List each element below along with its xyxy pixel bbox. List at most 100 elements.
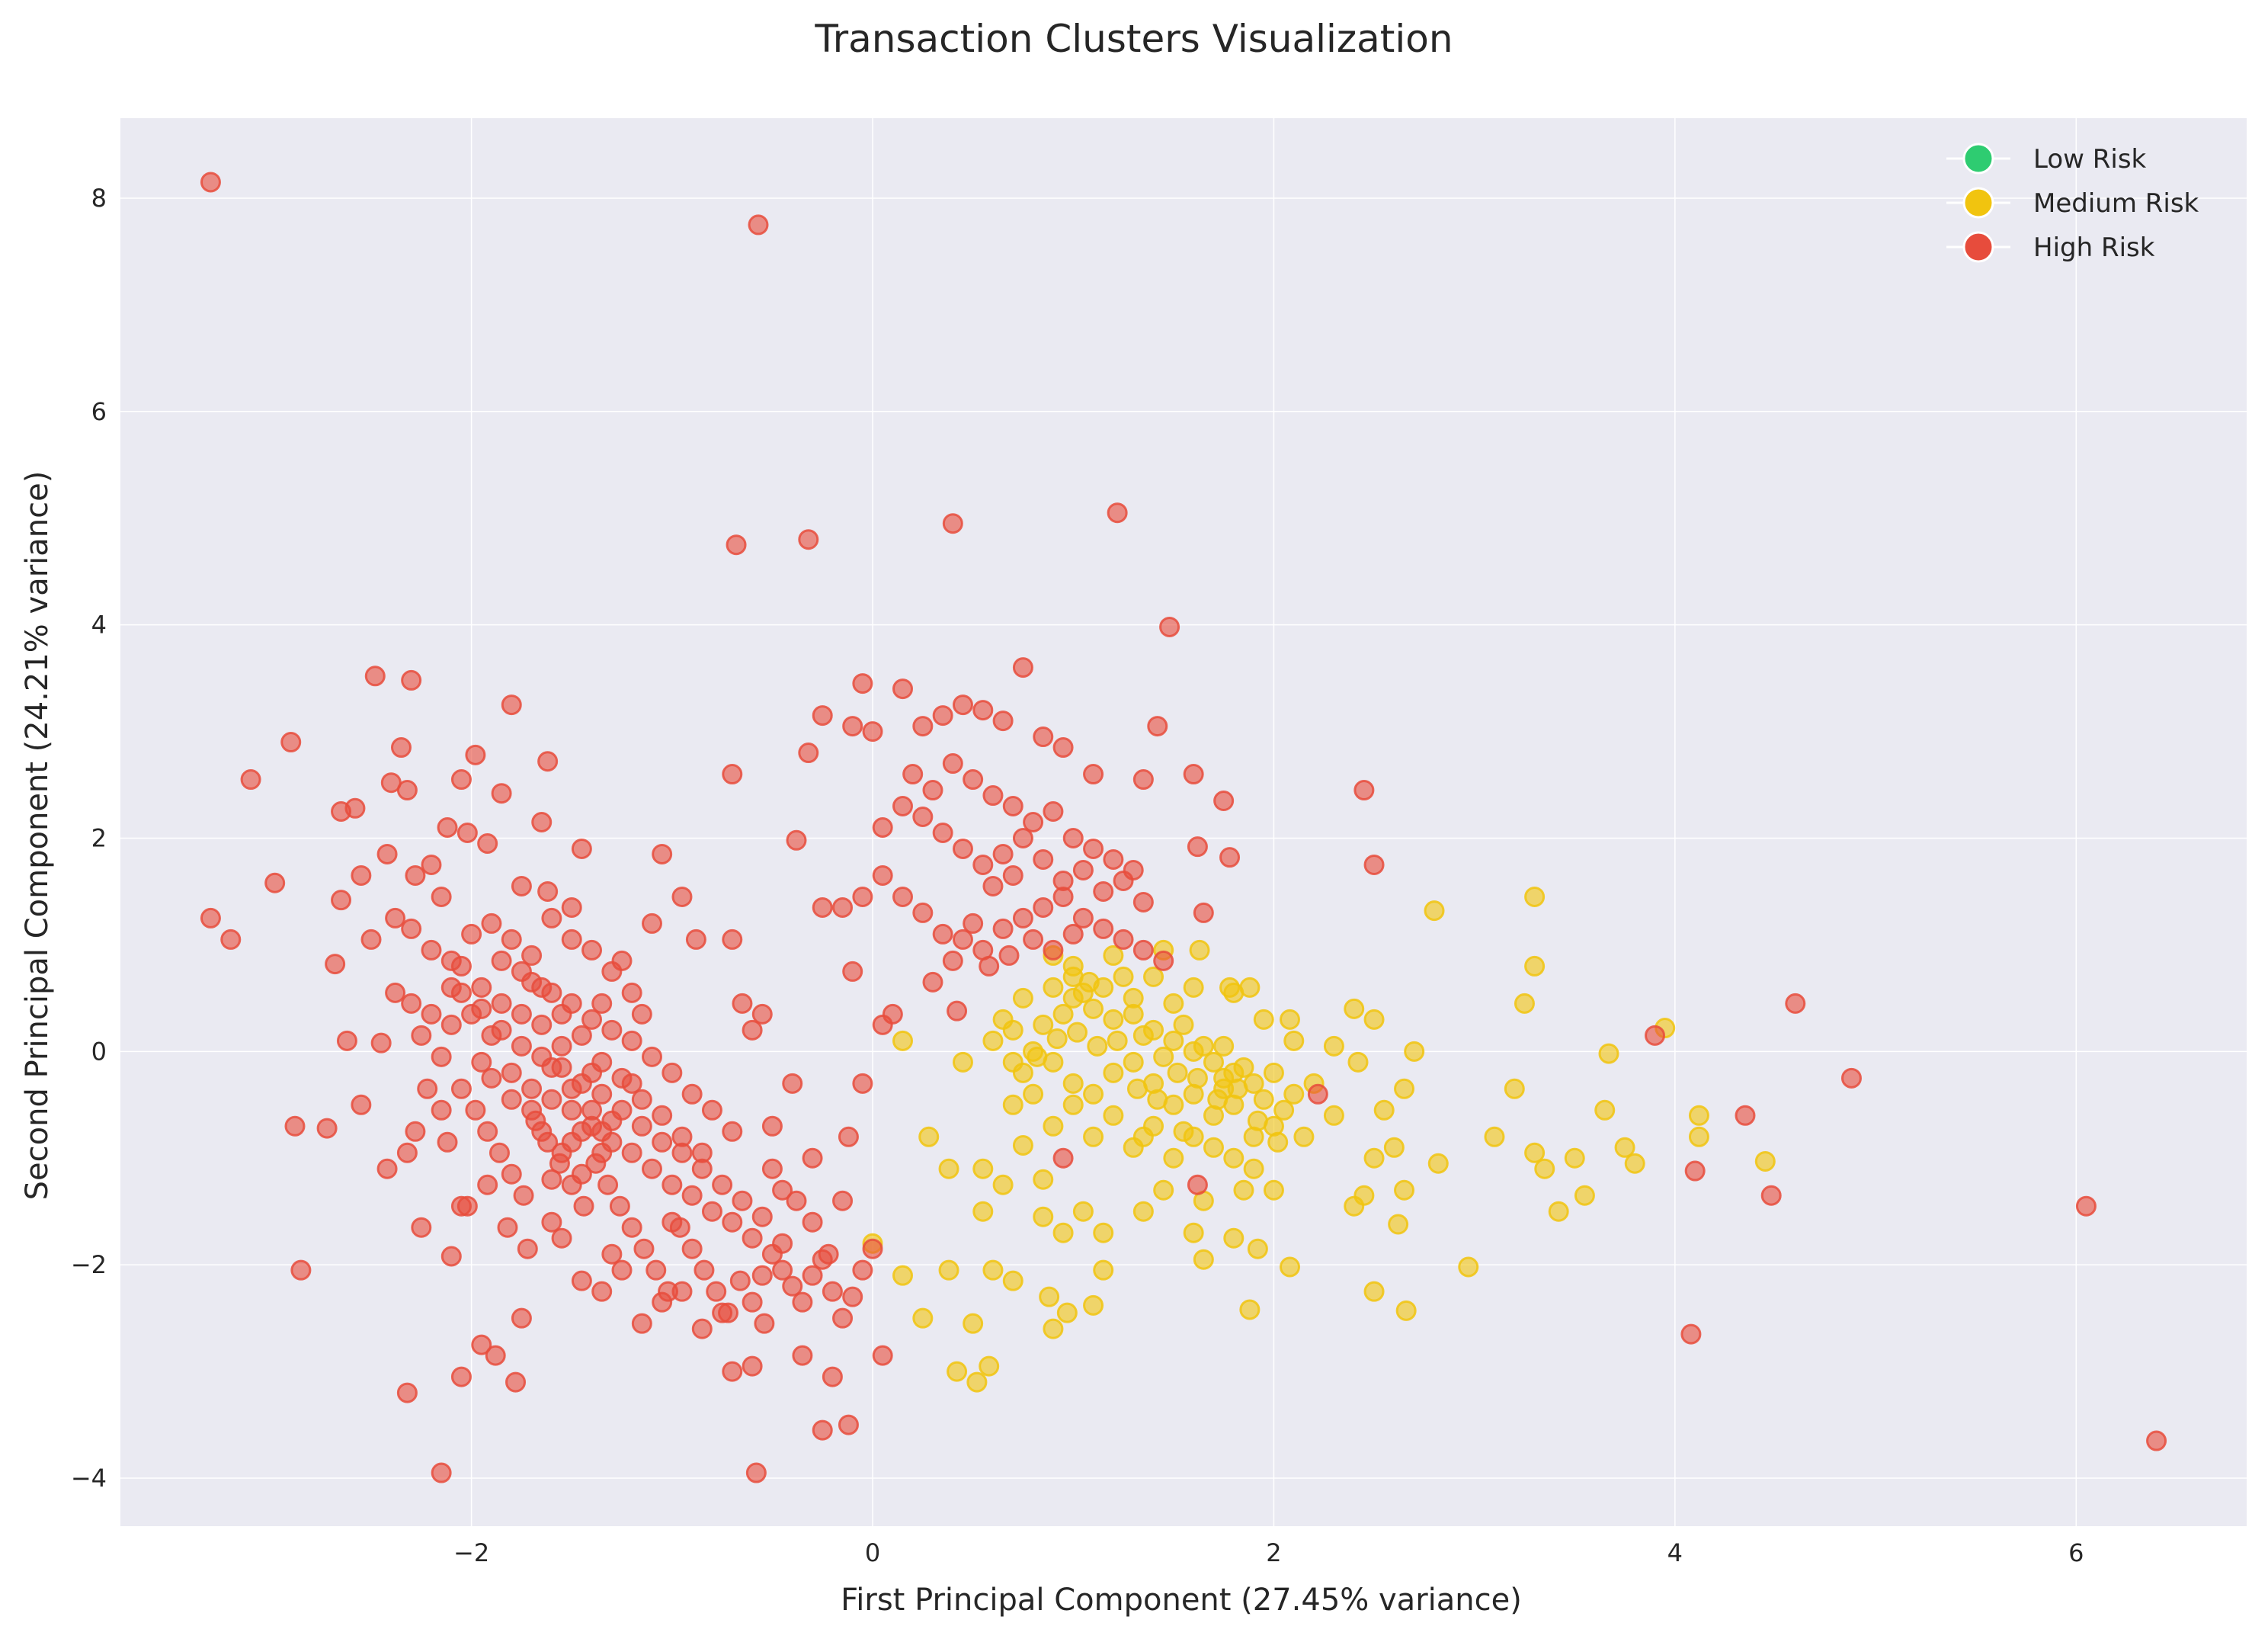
high-risk-point xyxy=(405,864,426,886)
high-risk-point xyxy=(417,1078,438,1099)
medium-risk-point xyxy=(1107,1030,1128,1051)
high-risk-point xyxy=(450,955,472,977)
high-risk-point xyxy=(491,950,512,971)
high-risk-point xyxy=(1187,836,1208,858)
high-risk-point xyxy=(571,1121,592,1142)
high-risk-point xyxy=(912,716,934,737)
high-risk-point xyxy=(431,886,452,907)
high-risk-point xyxy=(541,1089,562,1110)
high-risk-point xyxy=(761,1115,783,1137)
high-risk-point xyxy=(501,1089,522,1110)
high-risk-point xyxy=(1760,1185,1782,1206)
high-risk-point xyxy=(1033,848,1054,870)
high-risk-point xyxy=(642,913,662,934)
medium-risk-point xyxy=(1239,1299,1261,1320)
medium-risk-point xyxy=(1002,1270,1023,1291)
high-risk-point xyxy=(396,780,418,801)
high-risk-point xyxy=(537,751,559,772)
high-risk-point xyxy=(972,700,994,721)
medium-risk-point xyxy=(1103,1062,1124,1083)
high-risk-point xyxy=(992,710,1014,732)
medium-risk-point xyxy=(1147,1089,1168,1110)
medium-risk-point xyxy=(1514,993,1535,1014)
high-risk-point xyxy=(561,1078,582,1099)
medium-risk-point xyxy=(1039,1286,1060,1307)
y-tick-label: 8 xyxy=(91,184,107,213)
high-risk-point xyxy=(998,945,1020,966)
high-risk-point xyxy=(465,1099,486,1121)
high-risk-point xyxy=(1052,1147,1074,1169)
medium-risk-point xyxy=(1524,1142,1546,1163)
x-tick-label: 4 xyxy=(1667,1538,1683,1567)
high-risk-point xyxy=(772,1233,793,1254)
medium-risk-point xyxy=(1524,886,1546,907)
medium-risk-point xyxy=(1046,1028,1068,1050)
high-risk-point xyxy=(712,1302,733,1323)
high-risk-point xyxy=(772,1259,793,1281)
medium-risk-point xyxy=(1123,1051,1144,1073)
high-risk-point xyxy=(691,1318,713,1339)
medium-risk-point xyxy=(1132,1126,1154,1147)
high-risk-point xyxy=(786,1190,807,1211)
medium-risk-point xyxy=(966,1371,988,1393)
medium-risk-point xyxy=(1087,1035,1108,1057)
high-risk-point xyxy=(421,939,442,961)
medium-risk-point xyxy=(1373,1099,1395,1121)
high-risk-point xyxy=(396,1142,418,1163)
high-risk-point xyxy=(922,971,943,993)
high-risk-point xyxy=(838,1126,859,1147)
high-risk-point xyxy=(631,1313,652,1334)
high-risk-point xyxy=(450,1078,472,1099)
high-risk-point xyxy=(1219,847,1241,868)
high-risk-point xyxy=(633,1238,655,1259)
high-risk-point xyxy=(561,896,582,918)
high-risk-point xyxy=(1187,1174,1208,1195)
high-risk-point xyxy=(2075,1195,2097,1217)
high-risk-point xyxy=(1043,939,1064,961)
high-risk-point xyxy=(748,214,769,236)
high-risk-point xyxy=(1072,907,1094,929)
high-risk-point xyxy=(1213,791,1235,812)
medium-risk-point xyxy=(1153,1179,1174,1201)
legend: Low Risk Medium Risk High Risk xyxy=(1946,143,2199,263)
high-risk-point xyxy=(501,694,522,716)
medium-risk-point xyxy=(1023,1083,1044,1105)
high-risk-point xyxy=(662,1211,683,1233)
high-risk-point xyxy=(401,993,422,1014)
high-risk-point xyxy=(531,812,553,832)
medium-risk-point xyxy=(1594,1099,1616,1121)
high-risk-point xyxy=(802,1147,823,1169)
high-risk-point xyxy=(1353,780,1375,801)
high-risk-point xyxy=(591,1083,613,1105)
medium-risk-point xyxy=(1404,1041,1425,1062)
legend-marker xyxy=(1962,231,1994,263)
high-risk-point xyxy=(1002,864,1023,886)
high-risk-point xyxy=(421,854,442,875)
medium-risk-point xyxy=(1688,1126,1709,1147)
medium-risk-point xyxy=(1187,1067,1208,1089)
medium-risk-point xyxy=(952,1051,973,1073)
high-risk-point xyxy=(471,977,492,998)
medium-risk-point xyxy=(992,1174,1014,1195)
medium-risk-point xyxy=(1163,993,1184,1014)
high-risk-point xyxy=(370,1032,392,1054)
high-risk-point xyxy=(1023,929,1044,950)
high-risk-point xyxy=(952,694,973,716)
medium-risk-point xyxy=(892,1030,914,1051)
high-risk-point xyxy=(872,1345,893,1366)
medium-risk-point xyxy=(1143,966,1164,987)
medium-risk-point xyxy=(918,1126,940,1147)
high-risk-point xyxy=(1012,907,1033,929)
medium-risk-point xyxy=(963,1313,984,1334)
high-risk-point xyxy=(852,886,873,907)
medium-risk-point xyxy=(1183,1222,1204,1243)
medium-risk-point xyxy=(1614,1137,1635,1158)
high-risk-point xyxy=(1785,993,1806,1014)
medium-risk-point xyxy=(1394,1078,1415,1099)
high-risk-point xyxy=(842,716,863,737)
high-risk-point xyxy=(1023,812,1044,832)
high-risk-point xyxy=(792,1345,813,1366)
medium-risk-point xyxy=(1093,1259,1114,1281)
high-risk-point xyxy=(1033,896,1054,918)
high-risk-point xyxy=(1153,950,1174,971)
